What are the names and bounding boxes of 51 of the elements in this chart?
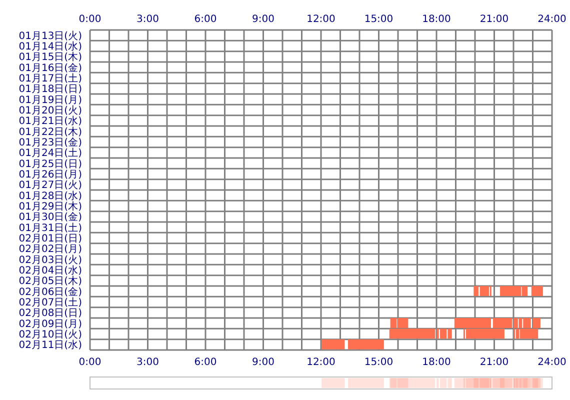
y-tick-label: 01月19日(月) bbox=[18, 94, 82, 106]
y-tick-label: 01月29日(木) bbox=[18, 200, 82, 213]
y-tick-label: 02月03日(火) bbox=[18, 254, 82, 266]
x-tick-label: 21:00 bbox=[480, 357, 509, 368]
x-tick-label: 12:00 bbox=[306, 357, 336, 368]
y-tick-label: 01月15日(木) bbox=[18, 51, 82, 64]
y-tick-label: 01月13日(火) bbox=[18, 30, 82, 42]
y-tick-label: 01月25日(日) bbox=[18, 158, 82, 170]
x2-tick-label: 6:00 bbox=[194, 14, 217, 25]
y-tick-label: 01月27日(火) bbox=[18, 179, 82, 192]
y-tick-label: 02月04日(水) bbox=[18, 264, 82, 277]
y-tick-label: 02月02日(月) bbox=[18, 244, 82, 256]
x2-tick-label: 18:00 bbox=[422, 14, 451, 25]
x-tick-label: 18:00 bbox=[422, 357, 451, 368]
x2-tick-label: 12:00 bbox=[306, 14, 336, 25]
y-tick-label: 01月14日(水) bbox=[18, 40, 82, 53]
y-tick-label: 02月05日(木) bbox=[18, 275, 82, 288]
bar bbox=[531, 286, 543, 296]
y-tick-label: 01月21日(水) bbox=[18, 115, 82, 128]
y-tick-label: 02月07日(土) bbox=[18, 296, 82, 309]
x2-tick-label: 15:00 bbox=[364, 14, 394, 25]
y-tick-label: 01月16日(金) bbox=[18, 62, 82, 74]
x2-tick-label: 21:00 bbox=[480, 14, 509, 25]
x-tick-label: 6:00 bbox=[194, 357, 217, 368]
y-tick-label: 02月01日(日) bbox=[18, 234, 82, 245]
x2-tick-label: 24:00 bbox=[538, 14, 566, 25]
bar bbox=[348, 339, 384, 350]
y-tick-label: 02月06日(金) bbox=[18, 286, 82, 298]
y-tick-label: 02月11日(水) bbox=[18, 339, 82, 352]
y-tick-label: 01月31日(土) bbox=[18, 222, 82, 234]
x-tick-label: 0:00 bbox=[78, 357, 102, 368]
x-tick-label: 3:00 bbox=[136, 357, 159, 368]
y-tick-label: 02月09日(月) bbox=[18, 318, 82, 330]
y-tick-label: 01月22日(木) bbox=[18, 126, 82, 138]
x-tick-label: 24:00 bbox=[538, 357, 566, 368]
bar bbox=[322, 339, 345, 350]
y-tick-label: 01月28日(水) bbox=[18, 190, 82, 202]
x2-tick-label: 3:00 bbox=[136, 14, 159, 25]
x-tick-label: 9:00 bbox=[252, 357, 274, 368]
y-tick-label: 01月23日(金) bbox=[18, 136, 82, 149]
y-tick-label: 01月26日(月) bbox=[18, 170, 82, 181]
x-tick-label: 15:00 bbox=[364, 357, 394, 368]
y-tick-label: 02月10日(火) bbox=[18, 328, 82, 341]
y-tick-label: 01月18日(日) bbox=[18, 84, 82, 96]
y-tick-label: 01月20日(火) bbox=[18, 104, 82, 117]
y-tick-label: 01月17日(土) bbox=[18, 72, 82, 85]
y-tick-label: 01月24日(土) bbox=[18, 147, 82, 160]
y-tick-label: 02月08日(日) bbox=[18, 308, 82, 320]
x2-tick-label: 9:00 bbox=[252, 14, 274, 25]
x2-tick-label: 0:00 bbox=[78, 14, 102, 25]
y-tick-label: 01月30日(金) bbox=[18, 211, 82, 224]
